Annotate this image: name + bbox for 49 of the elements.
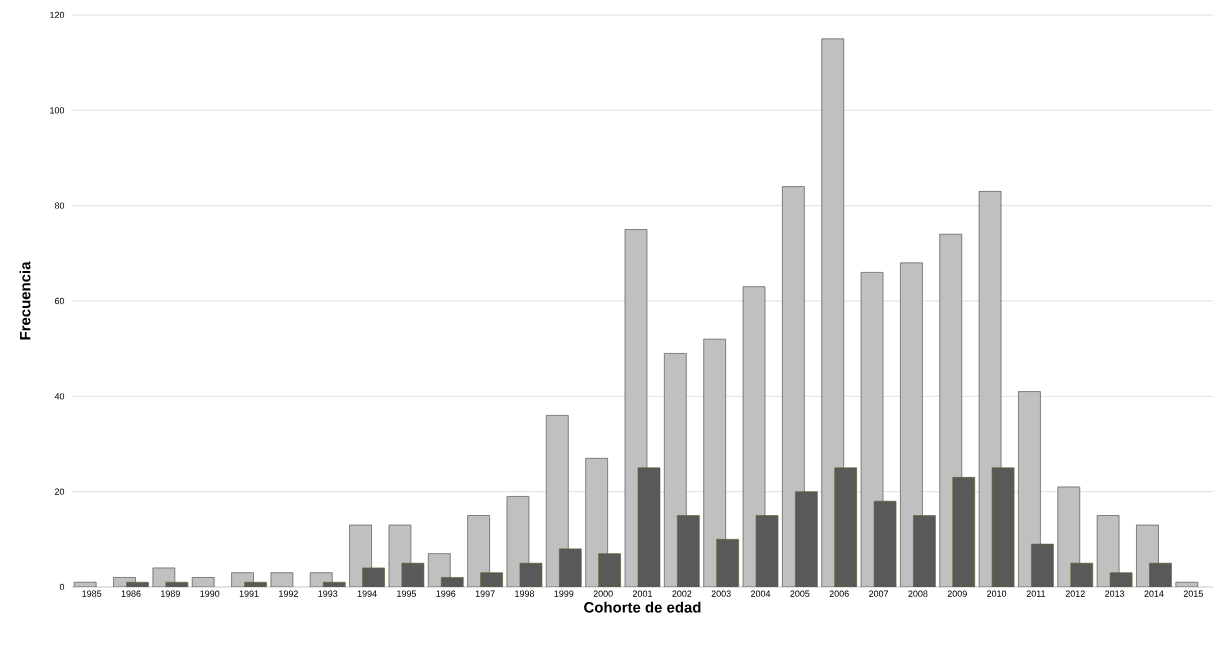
x-tick-label: 1992	[279, 590, 298, 597]
x-tick-label: 1995	[397, 590, 417, 597]
bar	[598, 553, 621, 587]
bar	[637, 467, 661, 587]
bar	[716, 539, 739, 587]
y-tick-label: 120	[50, 11, 65, 19]
x-tick-label: 1989	[161, 590, 180, 597]
y-tick-label: 0	[59, 583, 65, 591]
x-tick-label: 2003	[711, 590, 731, 597]
x-tick-label: 1998	[515, 590, 535, 597]
x-tick-label: 2012	[1065, 590, 1085, 597]
x-tick-label: 2007	[869, 590, 889, 597]
x-tick-label: 2009	[947, 590, 967, 597]
bar	[677, 515, 700, 587]
x-tick-label: 2004	[751, 590, 771, 597]
y-tick-label: 80	[54, 202, 65, 209]
x-tick-label: 2005	[790, 590, 810, 597]
x-tick-label: 1991	[239, 590, 259, 597]
x-tick-label: 1999	[554, 590, 574, 597]
bar	[795, 491, 818, 587]
bar	[1031, 543, 1054, 587]
x-axis-title: Cohorte de edad	[584, 601, 701, 613]
x-tick-label: 2010	[987, 590, 1007, 597]
bar	[952, 477, 976, 587]
y-axis-title: Frecuencia	[19, 261, 31, 340]
y-tick-label: 40	[54, 393, 65, 400]
x-tick-label: 1997	[475, 590, 495, 597]
y-tick-label: 100	[50, 107, 65, 114]
x-tick-label: 2014	[1144, 590, 1164, 597]
bar	[834, 467, 858, 587]
x-tick-label: 1996	[436, 590, 456, 597]
x-tick-label: 1986	[121, 590, 141, 597]
bar	[991, 467, 1015, 587]
x-tick-label: 2011	[1026, 590, 1046, 597]
x-tick-label: 1985	[82, 590, 102, 597]
x-tick-label: 2006	[829, 590, 849, 597]
x-tick-label: 2001	[632, 590, 653, 597]
x-tick-label: 1990	[200, 590, 220, 597]
x-tick-label: 2008	[908, 590, 928, 597]
x-tick-label: 2013	[1105, 590, 1125, 597]
y-tick-label: 20	[54, 488, 65, 495]
bar	[913, 515, 936, 587]
x-tick-label: 2015	[1183, 590, 1203, 597]
x-tick-label: 2002	[672, 590, 692, 597]
bar	[559, 548, 582, 587]
x-tick-label: 2000	[593, 590, 613, 597]
x-tick-label: 1993	[318, 590, 338, 597]
y-tick-label: 60	[54, 297, 65, 305]
x-tick-label: 1994	[357, 590, 377, 597]
